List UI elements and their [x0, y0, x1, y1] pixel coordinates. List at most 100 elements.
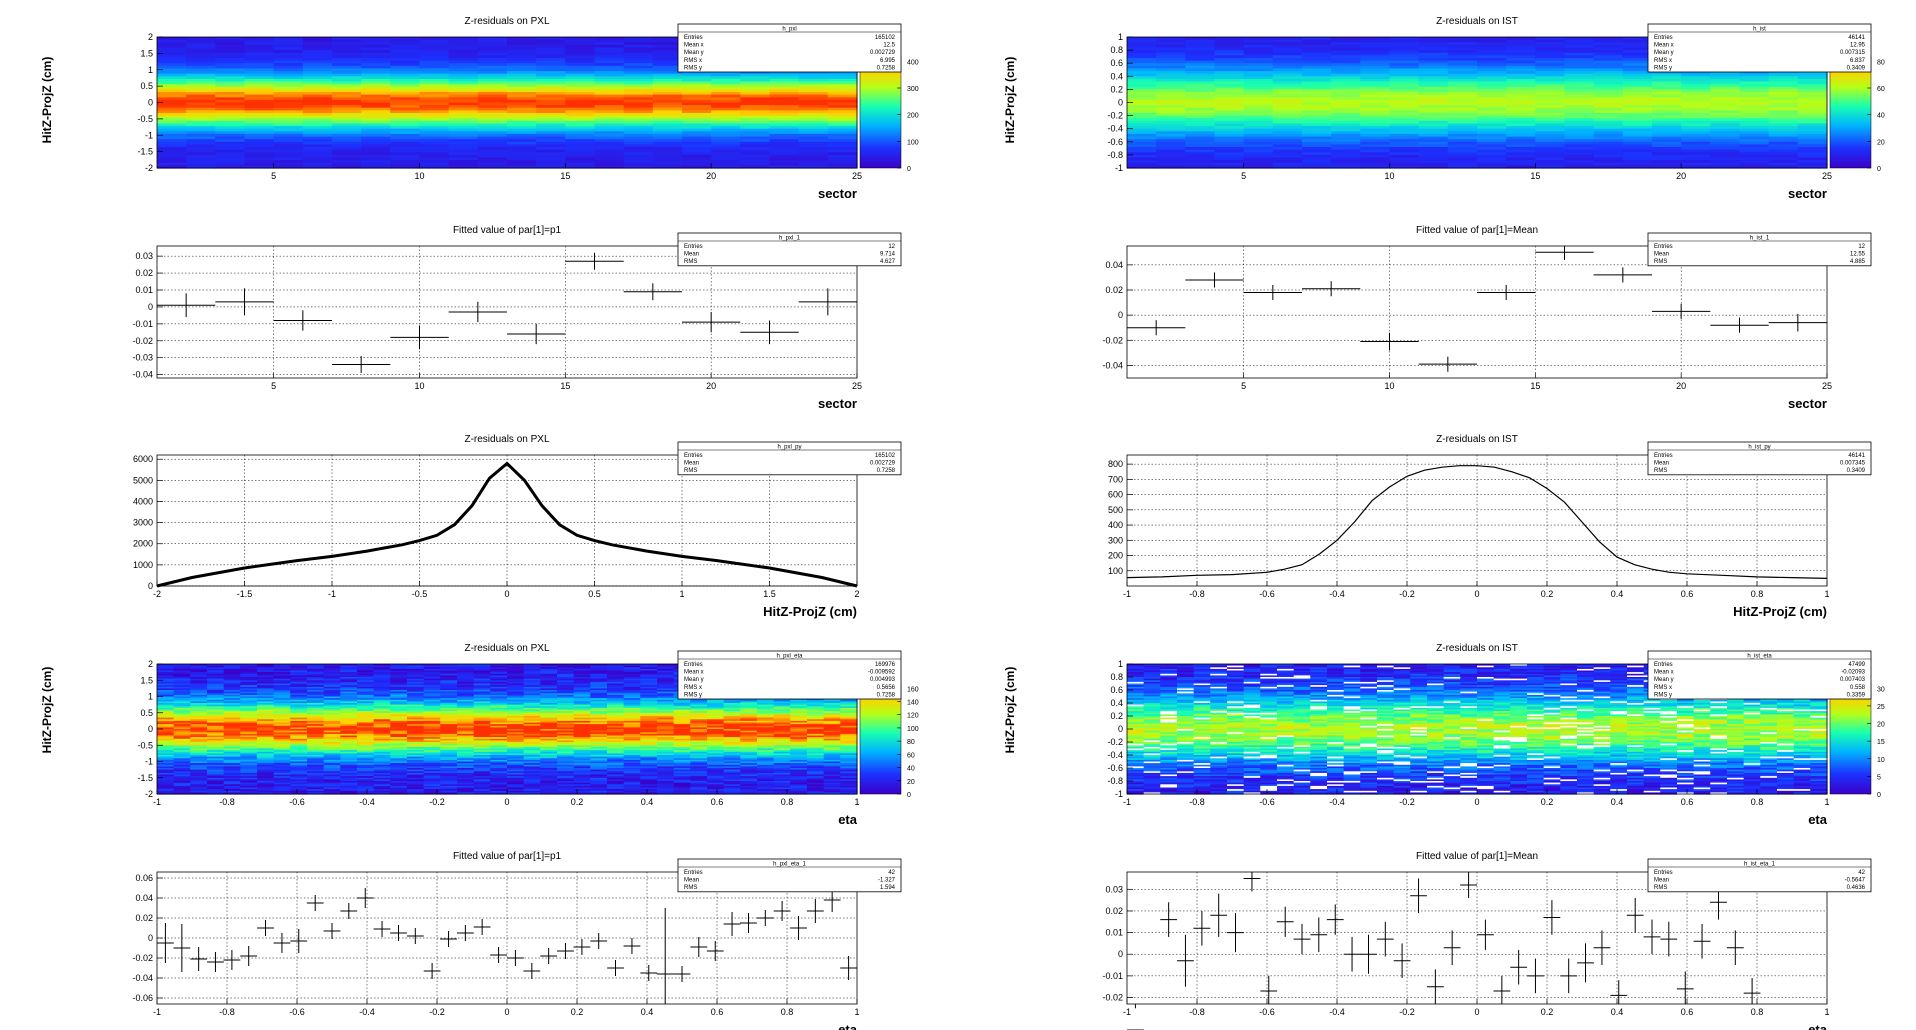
heatmap-cell [1477, 141, 1507, 145]
heatmap-cell [1302, 115, 1332, 119]
heatmap-cell [1127, 42, 1157, 46]
heatmap-cell [390, 667, 408, 670]
heatmap-cell [390, 681, 408, 685]
heatmap-cell [798, 71, 829, 75]
heatmap-cell [244, 73, 275, 77]
heatmap-cell [827, 144, 858, 148]
heatmap-cell [357, 711, 375, 714]
heatmap-cell [1477, 154, 1507, 159]
heatmap-cell [307, 781, 325, 784]
heatmap-cell [373, 776, 391, 779]
heatmap-cell [190, 690, 208, 693]
heatmap-cell [323, 709, 341, 712]
heatmap-cell [223, 755, 241, 758]
heatmap-cell [186, 136, 216, 140]
heatmap-cell [290, 727, 308, 730]
heatmap-cell [373, 704, 391, 707]
heatmap-cell [244, 123, 275, 127]
heatmap-cell [240, 668, 258, 672]
y-tick-label: -2 [145, 163, 153, 173]
heatmap-cell [1302, 139, 1332, 143]
heatmap-cell [1622, 84, 1653, 88]
heatmap-cell [257, 703, 275, 706]
heatmap-cell [682, 71, 712, 75]
heatmap-cell [190, 789, 208, 792]
heatmap-cell [1447, 68, 1478, 72]
heatmap-cell [1156, 44, 1186, 49]
heatmap-cell [340, 766, 358, 769]
stats-row-label: RMS y [1654, 65, 1672, 71]
heatmap-cell [419, 136, 450, 140]
heatmap-cell [565, 133, 596, 138]
heatmap-cell [623, 139, 654, 143]
heatmap-cell [1272, 37, 1303, 41]
heatmap-cell [307, 703, 325, 706]
heatmap-cell [373, 699, 391, 702]
heatmap-cell [273, 707, 291, 711]
heatmap-cell [390, 157, 421, 161]
heatmap-cell [769, 131, 800, 135]
heatmap-cell [390, 162, 421, 166]
heatmap-cell [1360, 92, 1391, 96]
heatmap-cell [1272, 113, 1303, 117]
heatmap-cell [1564, 92, 1595, 96]
heatmap-cell [507, 39, 537, 43]
heatmap-cell [1214, 65, 1245, 69]
stats-box-name: h_pxl_py [777, 445, 801, 451]
heatmap-cell [1272, 136, 1303, 140]
heatmap-cell [423, 686, 441, 689]
heatmap-cell [590, 781, 608, 784]
heatmap-cell [507, 720, 525, 724]
x-axis-label: sector [818, 396, 857, 411]
heatmap-cell [1564, 162, 1595, 166]
heatmap-cell [340, 733, 358, 737]
heatmap-cell [273, 777, 291, 780]
stats-row-value: 6.995 [880, 58, 896, 64]
heatmap-cell [507, 690, 525, 693]
heatmap-cell [769, 110, 800, 114]
heatmap-cell [307, 792, 325, 795]
heatmap-cell [323, 730, 341, 733]
x-tick-label: -0.5 [412, 589, 428, 599]
heatmap-cell [332, 71, 362, 75]
heatmap-cell [523, 675, 541, 678]
heatmap-cell [307, 722, 325, 725]
heatmap-cell [1185, 92, 1216, 96]
heatmap-cell [507, 165, 537, 169]
heatmap-cell [1739, 78, 1770, 83]
heatmap-cell [440, 678, 458, 681]
heatmap-cell [423, 672, 441, 675]
heatmap-cell [1185, 52, 1216, 56]
heatmap-cell [1593, 139, 1624, 143]
heatmap-cell [173, 779, 191, 782]
heatmap-cell [1272, 123, 1303, 127]
heatmap-cell [540, 694, 558, 698]
heatmap-cell [1302, 60, 1332, 64]
heatmap-cell [357, 707, 375, 711]
heatmap-cell [302, 73, 333, 77]
heatmap-cell [540, 789, 558, 792]
y-tick-label: 0.01 [135, 285, 153, 295]
heatmap-cell [523, 769, 541, 772]
heatmap-cell [273, 47, 304, 51]
heatmap-cell [473, 707, 491, 711]
heatmap-cell [573, 766, 591, 769]
heatmap-cell [357, 755, 375, 758]
heatmap-cell [457, 681, 475, 685]
heatmap-cell [207, 724, 225, 727]
heatmap-cell [1535, 165, 1566, 169]
heatmap-cell [1593, 42, 1624, 46]
heatmap-cell [1564, 136, 1595, 140]
heatmap-cell [157, 677, 175, 680]
heatmap-cell [190, 665, 208, 668]
heatmap-cell [607, 688, 625, 691]
heatmap-cell [186, 99, 216, 104]
heatmap-cell [361, 86, 391, 90]
heatmap-cell [223, 683, 241, 686]
stats-box-name: h_ist_py [1748, 445, 1770, 451]
heatmap-cell [419, 68, 450, 72]
heatmap-cell [273, 668, 291, 672]
heatmap-cell [623, 60, 654, 64]
heatmap-cell [440, 724, 458, 727]
heatmap-cell [536, 84, 566, 88]
